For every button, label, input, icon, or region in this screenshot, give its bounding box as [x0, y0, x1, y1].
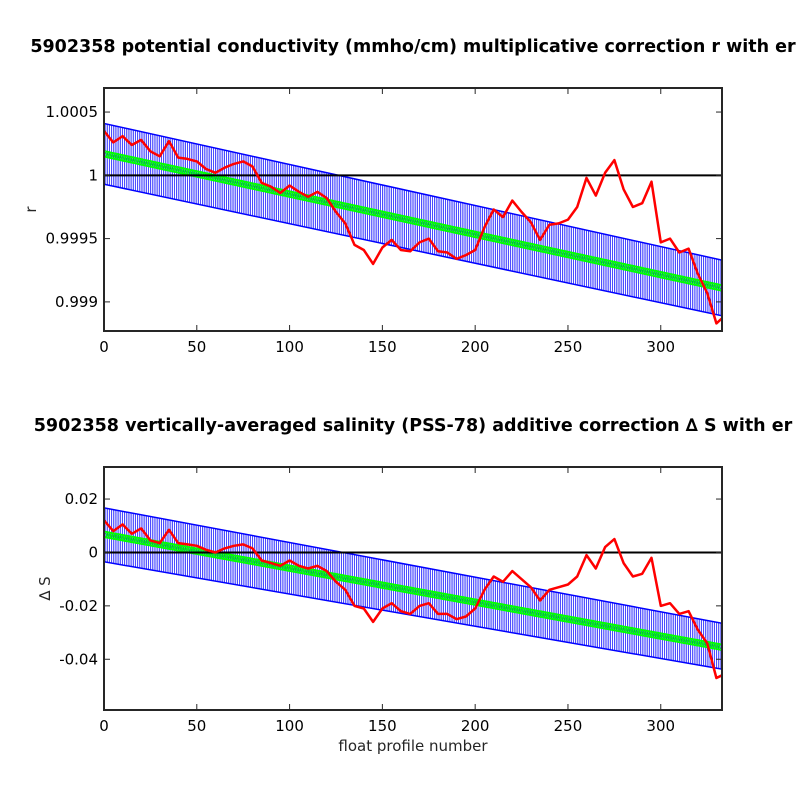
plot-area: [104, 507, 722, 680]
plot-area: [104, 122, 722, 325]
y-tick-label: 0.999: [55, 293, 98, 311]
chart-2: 0 50 100 150 200 250 300 -0.04 -0.02 0 0.02 5902358…: [34, 416, 793, 755]
x-tick-label: 50: [187, 717, 206, 735]
y-tick-label: 0.9995: [46, 230, 99, 248]
y-tick-label: -0.04: [59, 650, 98, 668]
y-tick-label: 1: [88, 166, 98, 184]
x-tick-label: 200: [461, 717, 490, 735]
x-tick-label: 250: [554, 717, 583, 735]
x-axis-label: float profile number: [338, 737, 488, 755]
x-ticks: 0 50 100 150 200 250 300: [99, 88, 675, 356]
x-tick-label: 50: [187, 338, 206, 356]
x-tick-label: 0: [99, 338, 109, 356]
correction-line: [104, 130, 722, 325]
y-ticks: -0.04 -0.02 0 0.02: [59, 490, 722, 668]
x-tick-label: 300: [646, 717, 675, 735]
error-band-upper: [104, 122, 722, 261]
axes-box: [103, 466, 723, 711]
chart-1: 0 50 100 150 200 250 300 0.999 0.9995 1 1.0005 5902…: [22, 37, 796, 356]
x-tick-label: 250: [554, 338, 583, 356]
x-tick-label: 100: [275, 717, 304, 735]
axes-box: [103, 87, 723, 332]
x-tick-label: 300: [646, 338, 675, 356]
y-tick-label: -0.02: [59, 597, 98, 615]
chart-title: 5902358 potential conductivity (mmho/cm)…: [30, 37, 796, 57]
y-tick-label: 0.02: [65, 490, 98, 508]
y-ticks: 0.999 0.9995 1 1.0005: [46, 103, 722, 311]
x-ticks: 0 50 100 150 200 250 300: [99, 467, 675, 735]
y-axis-label: ∆ S: [36, 576, 54, 601]
y-tick-label: 1.0005: [46, 103, 99, 121]
y-tick-label: 0: [88, 543, 98, 561]
x-tick-label: 150: [368, 338, 397, 356]
error-bars: [104, 507, 722, 670]
error-band-upper: [104, 507, 722, 624]
error-band-lower: [104, 561, 722, 670]
fit-markers: [104, 530, 722, 651]
x-tick-label: 150: [368, 717, 397, 735]
x-tick-label: 200: [461, 338, 490, 356]
x-tick-label: 0: [99, 717, 109, 735]
chart-title: 5902358 vertically-averaged salinity (PS…: [34, 416, 793, 436]
fit-markers: [104, 150, 722, 292]
correction-line: [104, 519, 722, 680]
x-tick-label: 100: [275, 338, 304, 356]
y-axis-label: r: [22, 206, 40, 213]
